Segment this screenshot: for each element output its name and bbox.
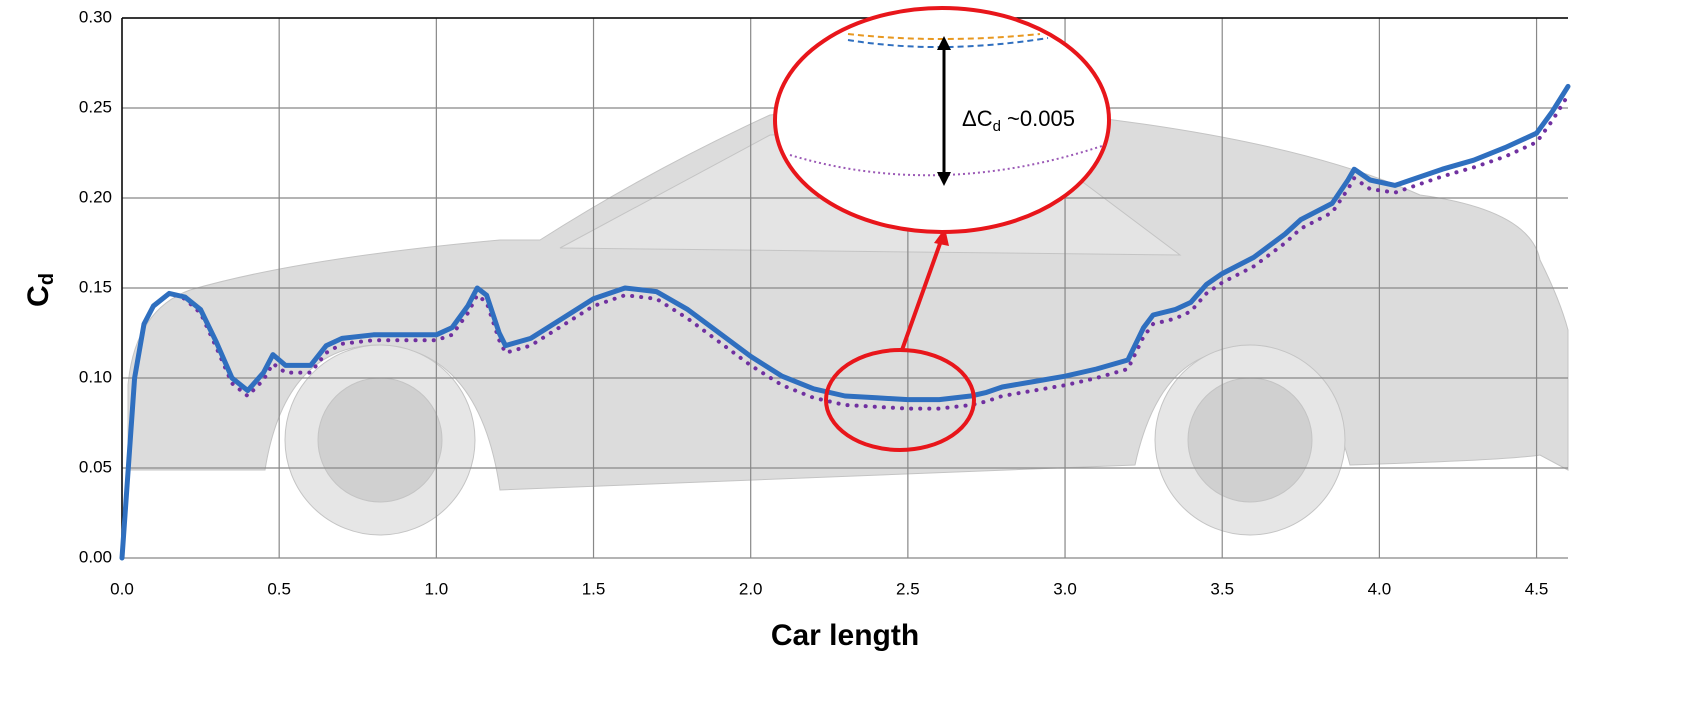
- y-tick-label: 0.00: [79, 547, 112, 566]
- y-tick-label: 0.30: [79, 7, 112, 26]
- x-tick-label: 1.0: [425, 579, 449, 598]
- x-tick-label: 0.5: [267, 579, 291, 598]
- y-tick-label: 0.15: [79, 277, 112, 296]
- x-tick-label: 2.5: [896, 579, 920, 598]
- x-tick-label: 3.0: [1053, 579, 1077, 598]
- delta-main: ΔC: [962, 106, 993, 131]
- x-tick-label: 4.5: [1525, 579, 1549, 598]
- y-title-main: C: [22, 285, 55, 307]
- x-axis-title: Car length: [771, 619, 919, 652]
- page: ΔCd ~0.005 Car length Cd 0.000.050.100.1…: [0, 0, 1692, 709]
- delta-sub: d: [993, 118, 1001, 135]
- y-axis-title: Cd: [22, 273, 58, 307]
- x-tick-label: 0.0: [110, 579, 134, 598]
- x-tick-label: 1.5: [582, 579, 606, 598]
- x-tick-label: 4.0: [1368, 579, 1392, 598]
- chart: ΔCd ~0.005 Car length Cd 0.000.050.100.1…: [0, 0, 1692, 709]
- y-tick-label: 0.20: [79, 187, 112, 206]
- delta-label: ΔCd ~0.005: [962, 106, 1075, 135]
- y-tick-label: 0.25: [79, 97, 112, 116]
- y-title-sub: d: [36, 273, 58, 285]
- x-tick-label: 2.0: [739, 579, 763, 598]
- delta-rest: ~0.005: [1001, 106, 1075, 131]
- y-tick-label: 0.05: [79, 457, 112, 476]
- y-tick-label: 0.10: [79, 367, 112, 386]
- x-tick-label: 3.5: [1210, 579, 1234, 598]
